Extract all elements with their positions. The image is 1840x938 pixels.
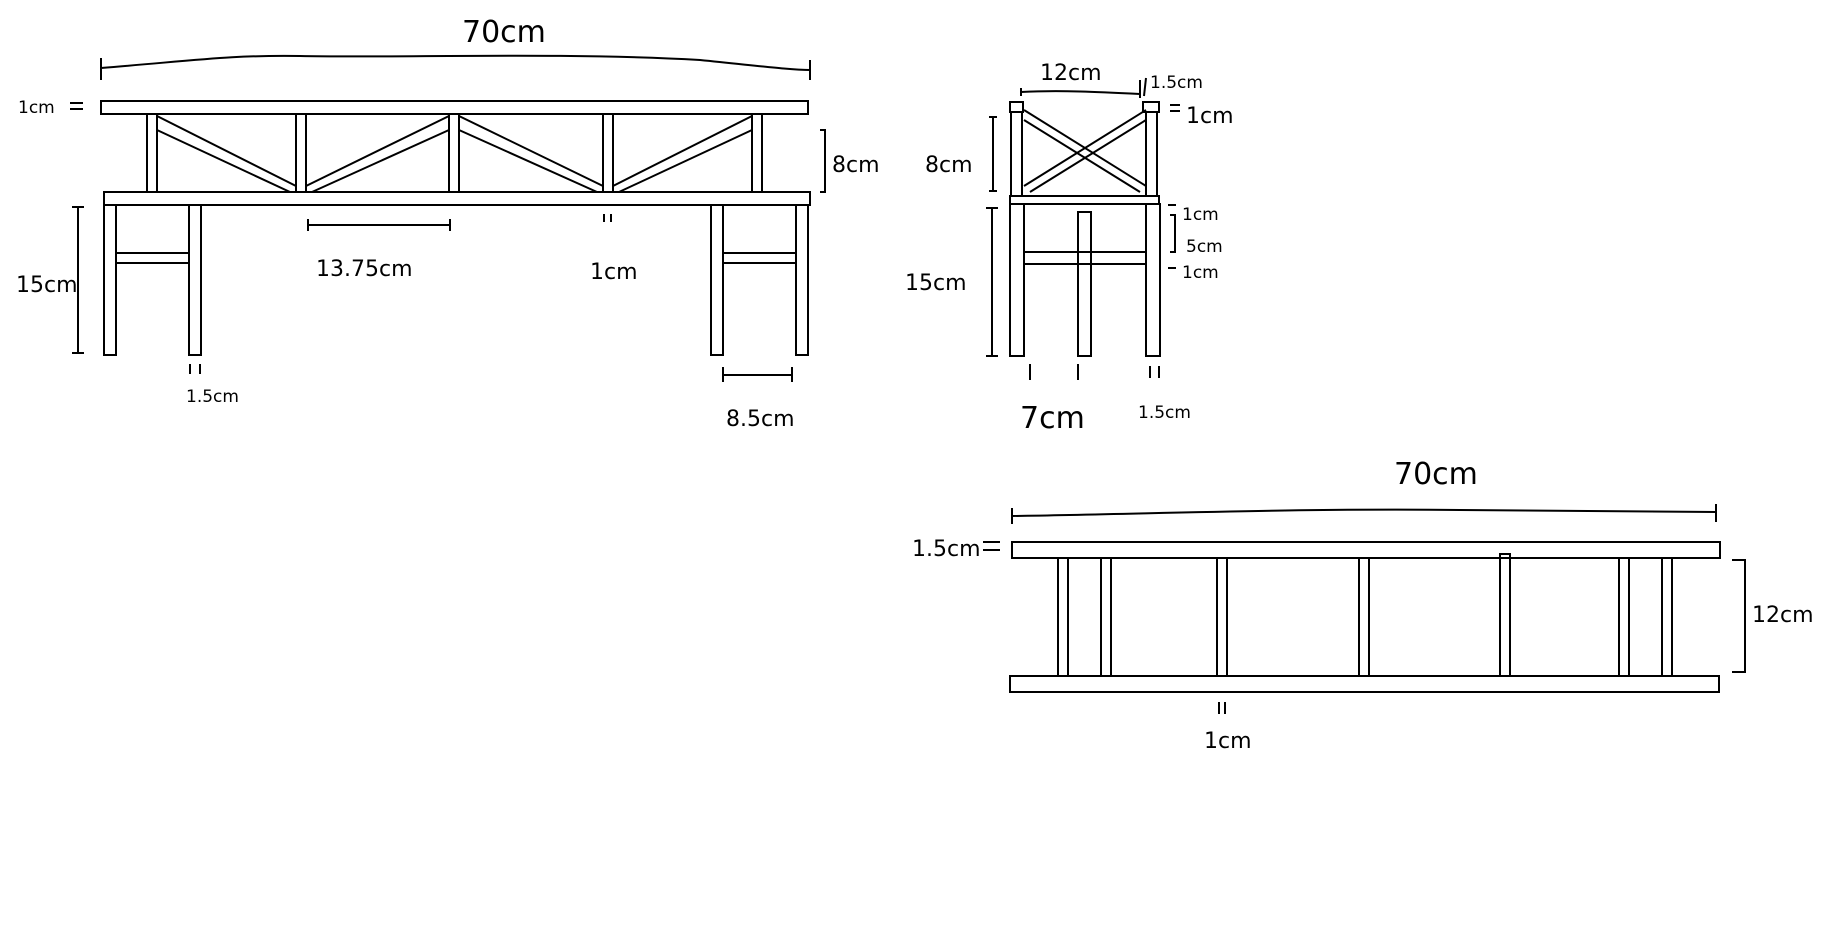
side-leg-1: [103, 204, 117, 356]
plan-top-rail: [1011, 541, 1721, 559]
side-post-1: [146, 113, 158, 193]
side-truss-height-dim: [820, 129, 826, 193]
end-leg-brace: [1023, 251, 1147, 265]
plan-slat-width-label: 1cm: [1204, 729, 1252, 754]
side-panel-label: 13.75cm: [316, 257, 413, 282]
plan-slat-5: [1499, 553, 1511, 677]
side-legframe-dim: [722, 367, 793, 382]
plan-slat-7: [1661, 557, 1673, 677]
plan-slat-3: [1216, 557, 1228, 677]
plan-rail-width-label: 1.5cm: [912, 537, 981, 562]
end-leg-right: [1145, 203, 1161, 357]
side-diagonal-1: [156, 115, 297, 193]
plan-slat-4: [1358, 557, 1370, 677]
plan-rail-ticks: [983, 541, 1000, 551]
side-length-dim-line: [100, 54, 811, 80]
side-view: [70, 54, 826, 382]
side-leg-brace-right: [722, 252, 797, 264]
side-diagonal-2: [305, 115, 450, 193]
side-diagonal-3: [458, 115, 604, 193]
side-legwidth-ticks: [189, 364, 201, 374]
end-leg-height-dim: [986, 207, 998, 357]
plan-view: [983, 504, 1746, 714]
end-truss-height-label: 8cm: [925, 153, 973, 178]
plan-bottom-rail: [1009, 675, 1720, 693]
end-width-label: 12cm: [1040, 61, 1102, 86]
side-leg-height-label: 15cm: [16, 273, 78, 298]
side-leg-3: [710, 204, 724, 356]
end-brace-gap-dim: [1170, 214, 1176, 253]
side-post-4: [602, 113, 614, 193]
plan-slat-1: [1057, 557, 1069, 677]
side-leg-2: [188, 204, 202, 356]
end-truss-height-dim: [989, 116, 997, 192]
side-post-2: [295, 113, 307, 193]
side-leg-width-label: 1.5cm: [186, 387, 239, 407]
end-leg-height-label: 15cm: [905, 271, 967, 296]
end-bottom-beam: [1009, 195, 1160, 205]
side-leg-height-dim: [72, 206, 84, 354]
plan-length-dim: [1011, 504, 1717, 524]
plan-depth-label: 12cm: [1752, 603, 1814, 628]
end-view: [986, 77, 1180, 380]
plan-slat-2: [1100, 557, 1112, 677]
end-post-right: [1145, 111, 1158, 197]
end-x-brace-2: [1023, 109, 1147, 193]
plan-depth-dim: [1732, 559, 1746, 673]
end-top-rail-label: 1cm: [1186, 104, 1234, 129]
end-right-ticks: [1168, 104, 1180, 269]
end-width-dim: [1020, 80, 1141, 98]
side-length-label: 70cm: [462, 15, 546, 50]
end-bottom-ticks: [1029, 364, 1160, 380]
end-post-left: [1010, 111, 1023, 197]
side-leg-brace-left: [115, 252, 190, 264]
end-gap-1-label: 1cm: [1182, 205, 1219, 225]
side-panel-dim: [307, 219, 451, 231]
side-post-5: [751, 113, 763, 193]
end-leg-mid: [1077, 211, 1092, 357]
end-gap-2-label: 1cm: [1182, 263, 1219, 283]
side-top-rail: [100, 100, 809, 115]
end-post-tick: [1143, 77, 1147, 97]
side-toprail-label: 1cm: [18, 98, 55, 118]
side-post-3: [448, 113, 460, 193]
end-leg-spacing-label: 7cm: [1020, 401, 1085, 436]
plan-slat-ticks: [1218, 702, 1226, 714]
side-bottom-beam: [103, 191, 811, 206]
side-diagonal-4: [612, 115, 753, 193]
end-brace-gap-label: 5cm: [1186, 237, 1223, 257]
plan-length-label: 70cm: [1394, 457, 1478, 492]
end-post-size-label: 1.5cm: [1150, 73, 1203, 93]
side-leg-4: [795, 204, 809, 356]
side-toprail-ticks: [70, 102, 83, 110]
side-legframe-label: 8.5cm: [726, 407, 795, 432]
end-leg-width-label: 1.5cm: [1138, 403, 1191, 423]
end-top-block-left: [1009, 101, 1024, 113]
side-truss-height-label: 8cm: [832, 153, 880, 178]
side-beam-label: 1cm: [590, 260, 638, 285]
side-beam-ticks: [603, 214, 612, 222]
end-leg-left: [1009, 203, 1025, 357]
plan-slat-6: [1618, 557, 1630, 677]
